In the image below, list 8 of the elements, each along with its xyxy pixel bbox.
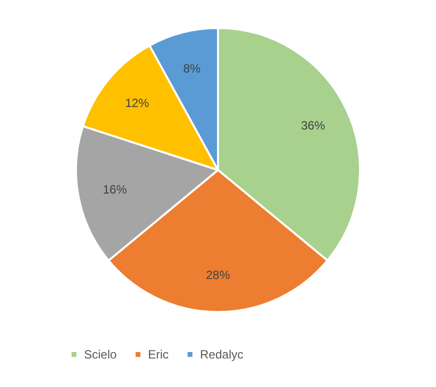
legend-label: Scielo — [84, 347, 118, 362]
data-label: 28% — [206, 268, 230, 282]
data-label: 36% — [300, 118, 326, 132]
legend-label: Eric — [148, 347, 169, 362]
data-label: 16% — [102, 182, 128, 197]
data-label: 12% — [125, 96, 150, 110]
legend-label: Redalyc — [200, 347, 244, 362]
data-label: 8% — [183, 61, 201, 76]
